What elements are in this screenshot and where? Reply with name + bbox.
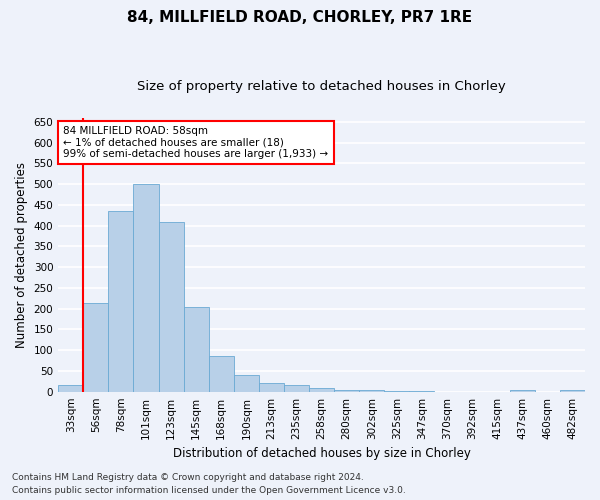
Y-axis label: Number of detached properties: Number of detached properties [15,162,28,348]
Bar [184,306,209,392]
Bar [133,184,158,392]
Bar [284,384,309,392]
Bar [309,388,334,392]
Bar [58,386,83,392]
Bar [510,390,535,392]
Bar [234,375,259,392]
Bar [83,304,109,392]
Bar [359,390,385,392]
Text: 84, MILLFIELD ROAD, CHORLEY, PR7 1RE: 84, MILLFIELD ROAD, CHORLEY, PR7 1RE [127,10,473,25]
Bar [334,390,359,392]
Bar [158,222,184,392]
Bar [109,211,133,392]
X-axis label: Distribution of detached houses by size in Chorley: Distribution of detached houses by size … [173,447,470,460]
Bar [560,390,585,392]
Text: Contains HM Land Registry data © Crown copyright and database right 2024.
Contai: Contains HM Land Registry data © Crown c… [12,474,406,495]
Title: Size of property relative to detached houses in Chorley: Size of property relative to detached ho… [137,80,506,93]
Bar [259,384,284,392]
Bar [385,391,409,392]
Text: 84 MILLFIELD ROAD: 58sqm
← 1% of detached houses are smaller (18)
99% of semi-de: 84 MILLFIELD ROAD: 58sqm ← 1% of detache… [64,126,329,159]
Bar [209,356,234,392]
